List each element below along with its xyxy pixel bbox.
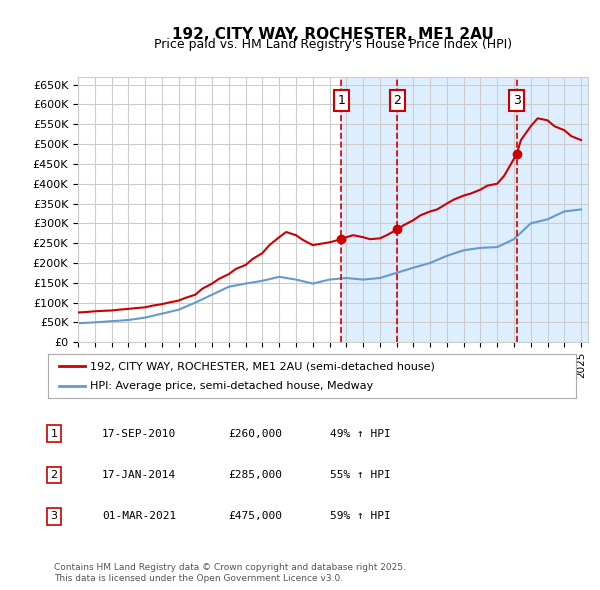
Text: Contains HM Land Registry data © Crown copyright and database right 2025.
This d: Contains HM Land Registry data © Crown c… — [54, 563, 406, 583]
Text: 1: 1 — [337, 94, 346, 107]
Text: 3: 3 — [50, 512, 58, 521]
Text: 17-SEP-2010: 17-SEP-2010 — [102, 429, 176, 438]
Bar — [397, 77, 588, 342]
Text: 01-MAR-2021: 01-MAR-2021 — [102, 512, 176, 521]
Text: 192, CITY WAY, ROCHESTER, ME1 2AU (semi-detached house): 192, CITY WAY, ROCHESTER, ME1 2AU (semi-… — [90, 362, 435, 371]
Text: 17-JAN-2014: 17-JAN-2014 — [102, 470, 176, 480]
Bar — [517, 77, 588, 342]
Text: £475,000: £475,000 — [228, 512, 282, 521]
Bar — [341, 77, 588, 342]
Text: 59% ↑ HPI: 59% ↑ HPI — [330, 512, 391, 521]
Text: 2: 2 — [50, 470, 58, 480]
Text: 2: 2 — [394, 94, 401, 107]
Text: 1: 1 — [50, 429, 58, 438]
Text: HPI: Average price, semi-detached house, Medway: HPI: Average price, semi-detached house,… — [90, 381, 373, 391]
Text: £285,000: £285,000 — [228, 470, 282, 480]
Text: £260,000: £260,000 — [228, 429, 282, 438]
Text: 3: 3 — [513, 94, 521, 107]
Text: Price paid vs. HM Land Registry's House Price Index (HPI): Price paid vs. HM Land Registry's House … — [154, 38, 512, 51]
Text: 49% ↑ HPI: 49% ↑ HPI — [330, 429, 391, 438]
Text: 192, CITY WAY, ROCHESTER, ME1 2AU: 192, CITY WAY, ROCHESTER, ME1 2AU — [172, 27, 494, 41]
Text: 55% ↑ HPI: 55% ↑ HPI — [330, 470, 391, 480]
Bar — [341, 77, 588, 342]
